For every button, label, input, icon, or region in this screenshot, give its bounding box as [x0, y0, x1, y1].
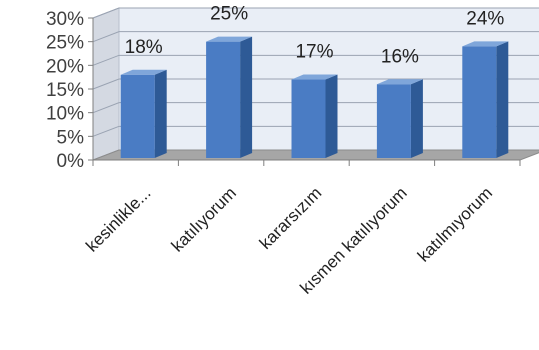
- bar-top: [462, 41, 509, 47]
- gridline: [92, 54, 539, 66]
- data-label: 25%: [210, 4, 248, 25]
- gridline: [92, 31, 539, 43]
- bar: [291, 79, 326, 158]
- category-label: katılıyorum: [168, 183, 240, 255]
- bar-top: [120, 69, 167, 75]
- bar-side: [496, 41, 509, 158]
- y-tick-label: 25%: [46, 33, 84, 54]
- y-tick-label: 30%: [46, 9, 84, 30]
- bar-side: [410, 79, 423, 158]
- y-tick-label: 15%: [46, 80, 84, 101]
- category-label: kesinlikle...: [82, 183, 154, 255]
- bar: [462, 46, 497, 158]
- data-label: 16%: [381, 46, 419, 67]
- category-label: katılmıyorum: [414, 183, 496, 265]
- y-tick-label: 0%: [57, 151, 85, 172]
- bar-side: [240, 36, 253, 158]
- bar: [120, 74, 155, 158]
- bar-top: [206, 36, 253, 42]
- gridline: [92, 78, 539, 90]
- y-tick-label: 5%: [57, 127, 85, 148]
- bar: [376, 84, 411, 158]
- bar-top: [376, 79, 423, 85]
- y-tick-label: 20%: [46, 56, 84, 77]
- gridline: [92, 7, 539, 19]
- y-tick-label: 10%: [46, 104, 84, 125]
- bar-top: [291, 74, 338, 80]
- data-label: 18%: [125, 37, 163, 58]
- data-label: 17%: [295, 42, 333, 63]
- bar-side: [154, 69, 167, 158]
- category-label: kararsızım: [256, 183, 326, 253]
- data-label: 24%: [466, 8, 504, 29]
- bar: [206, 41, 241, 158]
- bar-side: [325, 74, 338, 158]
